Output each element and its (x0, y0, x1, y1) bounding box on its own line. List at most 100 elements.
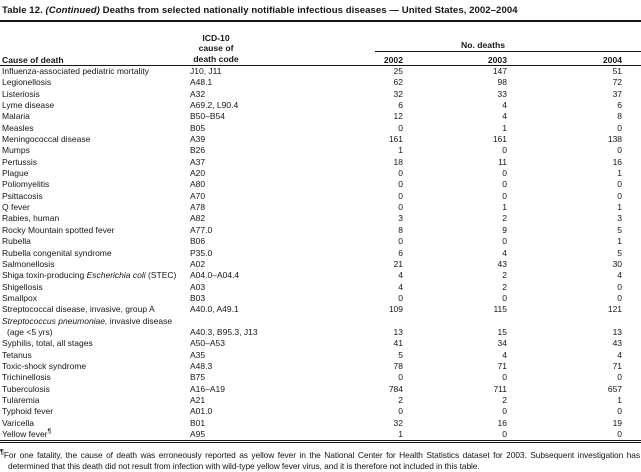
value-cell-2004: 6 (617, 100, 623, 111)
value-cell-2002: 32 (393, 417, 403, 428)
cause-cell: Q fever (0, 202, 188, 213)
cause-cell: Shiga toxin-producing Escherichia coli (… (0, 270, 188, 281)
cause-cell: Tularemia (0, 395, 188, 406)
code-cell: A70 (190, 190, 206, 201)
table-row: Tuberculosis A16–A19 784 711 657 (0, 384, 641, 395)
code-header-lines: ICD-10 cause of death code (188, 33, 244, 65)
code-cell: A21 (190, 394, 206, 405)
value-cell-2004: 0 (617, 429, 623, 439)
table-row: Mumps B26 1 0 0 (0, 145, 641, 156)
value-cell-2003: 9 (502, 224, 507, 235)
code-cell: A78 (190, 202, 206, 213)
table-row: Listeriosis A32 32 33 37 (0, 89, 641, 100)
code-cell: B03 (190, 292, 206, 303)
table-row: Shigellosis A03 4 2 0 (0, 282, 641, 293)
cause-name-text: Syphilis, total, all stages (2, 338, 93, 349)
value-cell-2003: 0 (502, 236, 507, 247)
value-cell-2003: 4 (502, 247, 507, 258)
code-cell: A40.3, B95.3, J13 (190, 326, 258, 337)
cause-name: Tularemia (2, 395, 188, 406)
value-cell-2004: 657 (607, 383, 623, 394)
cause-cell: Rocky Mountain spotted fever (0, 225, 188, 236)
value-cell-2004: 3 (617, 213, 623, 224)
value-cell-2004: 0 (617, 281, 623, 292)
table-row: Tetanus A35 5 4 4 (0, 350, 641, 361)
value-cell-2003: 0 (502, 429, 507, 439)
value-cell-2002: 8 (398, 224, 403, 235)
cause-name-text: Psittacosis (2, 190, 43, 201)
cause-name-text: Rubella (2, 236, 31, 247)
table-row: Plague A20 0 0 1 (0, 168, 641, 179)
value-cell-2004: 121 (607, 304, 623, 315)
deaths-table: Cause of death ICD-10 cause of death cod… (0, 22, 641, 440)
cause-name: Lyme disease (2, 100, 188, 111)
code-cell: A03 (190, 281, 206, 292)
value-cell-2003: 2 (502, 281, 507, 292)
value-cell-2003: 115 (493, 304, 507, 315)
cause-name: Rubella (2, 236, 188, 247)
value-cell-2002: 0 (398, 168, 403, 179)
table-row: Psittacosis A70 0 0 0 (0, 191, 641, 202)
code-cell: B06 (190, 236, 206, 247)
table-row: Syphilis, total, all stages A50–A53 41 34 43 (0, 338, 641, 349)
table-row: Salmonellosis A02 21 43 30 (0, 259, 641, 270)
value-cell-2004: 0 (617, 372, 623, 383)
value-cell-2002: 5 (398, 349, 403, 360)
value-cell-2002: 0 (398, 179, 403, 190)
cause-name: Typhoid fever (2, 406, 188, 417)
value-cell-2003: 0 (502, 292, 507, 303)
cause-cell: Trichinellosis (0, 372, 188, 383)
cause-cell: Toxic-shock syndrome (0, 361, 188, 372)
table-row: Pertussis A37 18 11 16 (0, 157, 641, 168)
cause-name: Listeriosis (2, 89, 188, 100)
value-cell-2003: 147 (492, 66, 507, 76)
cause-name: Legionellosis (2, 77, 188, 88)
code-header-line2: cause of (198, 43, 234, 54)
value-cell-2003: 711 (493, 383, 507, 394)
value-cell-2002: 1 (398, 145, 403, 156)
value-cell-2003: 0 (502, 168, 507, 179)
value-cell-2002: 0 (398, 190, 403, 201)
code-cell: A69.2, L90.4 (190, 100, 239, 111)
table-bottom-rule (0, 440, 641, 444)
cause-name: Streptococcal disease, invasive, group A (2, 304, 188, 315)
code-cell: B05 (190, 122, 206, 133)
cause-name: Psittacosis (2, 191, 188, 202)
value-cell-2003: 4 (502, 111, 507, 122)
footnote-marker: ¶ (0, 449, 4, 457)
cause-name-text: Yellow fever (2, 429, 48, 439)
cause-name-text: invasive disease (107, 315, 173, 326)
cause-cell: Psittacosis (0, 191, 188, 202)
cause-name: Smallpox (2, 293, 188, 304)
table-row: Yellow fever¶ A95 1 0 0 (0, 429, 641, 440)
cause-name: Influenza-associated pediatric mortality (2, 66, 188, 77)
cause-name-text: Shigellosis (2, 281, 43, 292)
cause-name-text: Tularemia (2, 394, 40, 405)
cause-name-text: Legionellosis (2, 77, 52, 88)
value-cell-2003: 4 (502, 349, 507, 360)
cause-name: Toxic-shock syndrome (2, 361, 188, 372)
code-cell: P35.0 (190, 247, 213, 258)
value-cell-2003: 4 (502, 100, 507, 111)
code-cell: A77.0 (190, 224, 213, 235)
cause-name-text: Measles (2, 122, 34, 133)
table-row: Tularemia A21 2 2 1 (0, 395, 641, 406)
code-cell: A80 (190, 179, 206, 190)
table-row: Measles B05 0 1 0 (0, 123, 641, 134)
value-cell-2002: 25 (393, 66, 403, 76)
cause-name: Tuberculosis (2, 384, 188, 395)
cause-cell: Legionellosis (0, 77, 188, 88)
code-header-line1: ICD-10 (202, 32, 230, 43)
value-cell-2003: 2 (502, 270, 507, 281)
code-cell: B26 (190, 145, 206, 156)
value-cell-2003: 161 (492, 134, 507, 145)
value-cell-2002: 3 (398, 213, 403, 224)
cause-name-text: Lyme disease (2, 100, 55, 111)
cause-cell: Yellow fever¶ (0, 429, 188, 440)
value-cell-2003: 0 (502, 372, 507, 383)
cause-name-text: Rubella congenital syndrome (2, 247, 112, 258)
cause-name-line2: (age <5 yrs) (7, 326, 53, 337)
no-deaths-label: No. deaths (375, 40, 641, 52)
cause-cell: Rubella (0, 236, 188, 247)
table-row: Shiga toxin-producing Escherichia coli (… (0, 270, 641, 281)
